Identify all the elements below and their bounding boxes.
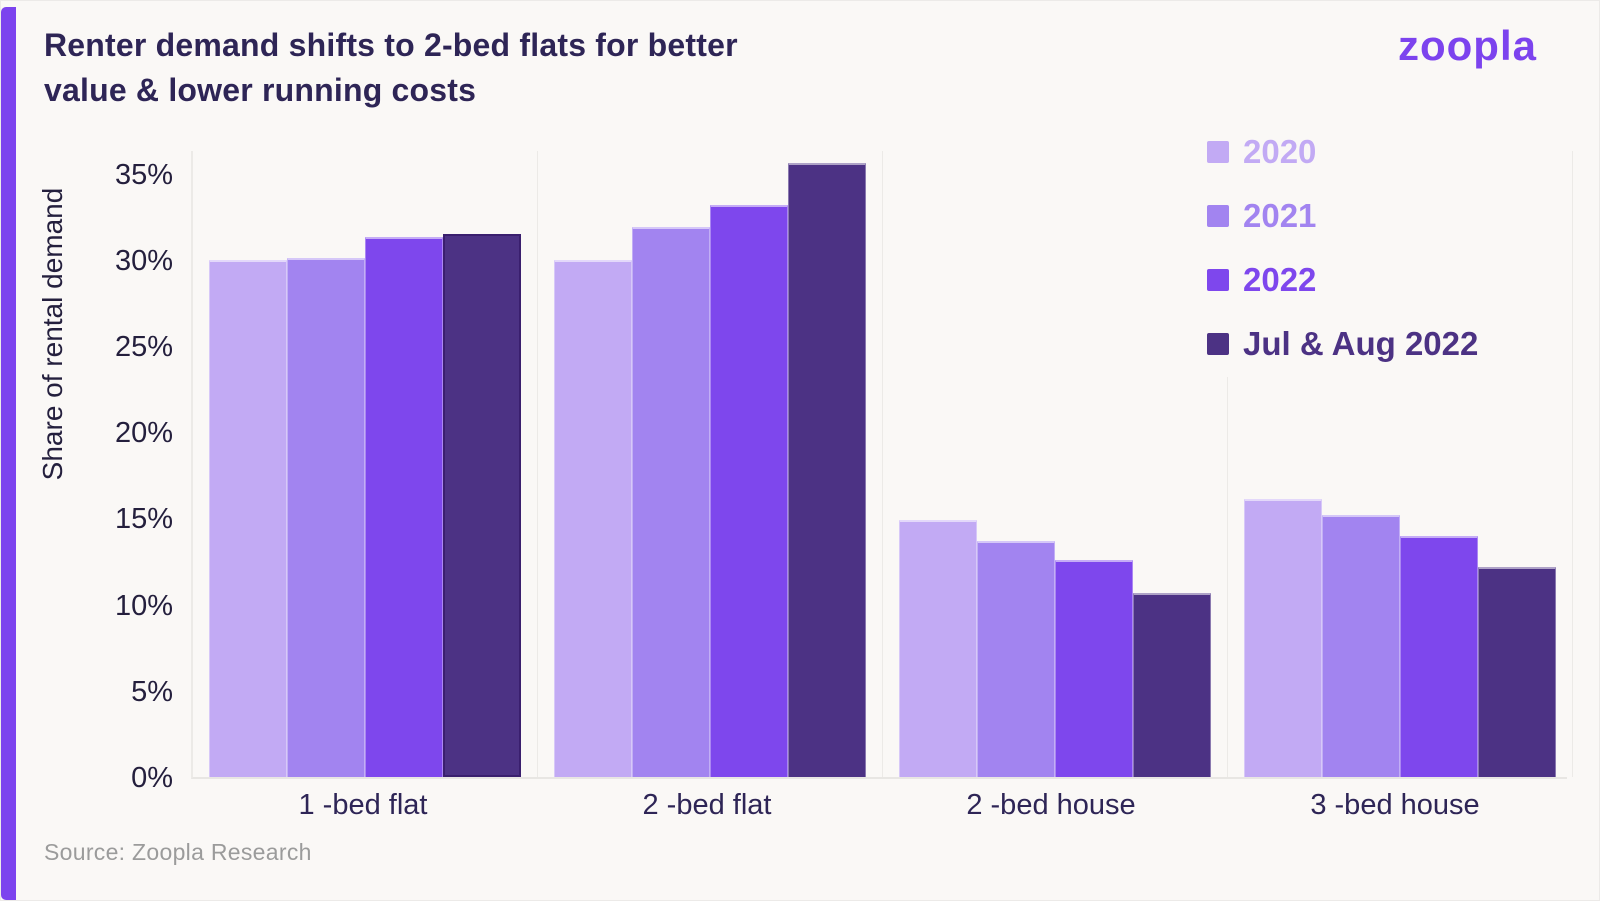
legend-item-2020: 2020 <box>1207 133 1478 171</box>
legend-label: 2020 <box>1243 133 1317 170</box>
zoopla-logo: zoopla <box>1398 22 1537 69</box>
legend-item-jul-&-aug-2022: Jul & Aug 2022 <box>1207 325 1478 363</box>
bar-2022 <box>710 205 788 777</box>
chart-title-line-1: Renter demand shifts to 2-bed flats for … <box>44 27 738 63</box>
legend-item-2022: 2022 <box>1207 261 1478 299</box>
legend-label: 2022 <box>1243 261 1317 298</box>
y-tick-label: 10% <box>114 589 173 622</box>
bar-2021 <box>1322 515 1400 777</box>
plot-area <box>191 151 1573 779</box>
legend-item-2021: 2021 <box>1207 197 1478 235</box>
y-tick-label: 15% <box>114 503 173 536</box>
y-tick-label: 25% <box>114 331 173 363</box>
x-axis-label: 2 -bed flat <box>642 789 772 821</box>
bar-jul-&-aug-2022 <box>1133 593 1211 777</box>
legend-label: Jul & Aug 2022 <box>1243 325 1479 362</box>
x-axis-label: 1 -bed flat <box>298 789 428 821</box>
bar-2020 <box>1244 499 1322 777</box>
y-tick-label: 5% <box>131 675 173 708</box>
bar-jul-&-aug-2022 <box>443 234 521 777</box>
y-tick-label: 30% <box>114 244 173 277</box>
bar-2022 <box>1055 560 1133 777</box>
x-axis-label: 3 -bed house <box>1310 789 1480 821</box>
legend-swatch-icon <box>1207 333 1229 355</box>
y-tick-label: 0% <box>131 762 173 794</box>
bar-2020 <box>899 520 977 777</box>
legend-swatch-icon <box>1207 269 1229 291</box>
legend-swatch-icon <box>1207 205 1229 227</box>
bar-jul-&-aug-2022 <box>788 163 866 777</box>
x-axis-labels: 1 -bed flat 2 -bed flat 2 -bed house 3 -bed… <box>191 789 1567 822</box>
legend-swatch-icon <box>1207 141 1229 163</box>
category-group-2-bedhouse <box>883 151 1228 777</box>
chart-title-line-2: value & lower running costs <box>44 72 477 108</box>
bar-jul-&-aug-2022 <box>1478 567 1556 777</box>
bar-2021 <box>287 258 365 777</box>
bar-2020 <box>554 260 632 777</box>
category-group-2-bedflat <box>538 151 883 777</box>
y-tick-label: 35% <box>114 158 173 191</box>
category-group-3-bedhouse <box>1228 151 1573 777</box>
bar-2022 <box>365 237 443 777</box>
chart-title: Renter demand shifts to 2-bed flats for … <box>44 23 738 113</box>
source-attribution: Source: Zoopla Research <box>44 839 312 865</box>
chart-legend: 2020 2021 2022 Jul & Aug 2022 <box>1193 123 1493 377</box>
x-axis-label: 2 -bed house <box>966 789 1136 821</box>
bar-2021 <box>977 541 1055 777</box>
left-accent-bar <box>1 7 16 900</box>
legend-label: 2021 <box>1243 197 1317 234</box>
category-group-1-bedflat <box>193 151 538 777</box>
y-tick-label: 20% <box>114 417 173 450</box>
bar-2020 <box>209 260 287 777</box>
bar-2021 <box>632 227 710 777</box>
bar-2022 <box>1400 536 1478 777</box>
